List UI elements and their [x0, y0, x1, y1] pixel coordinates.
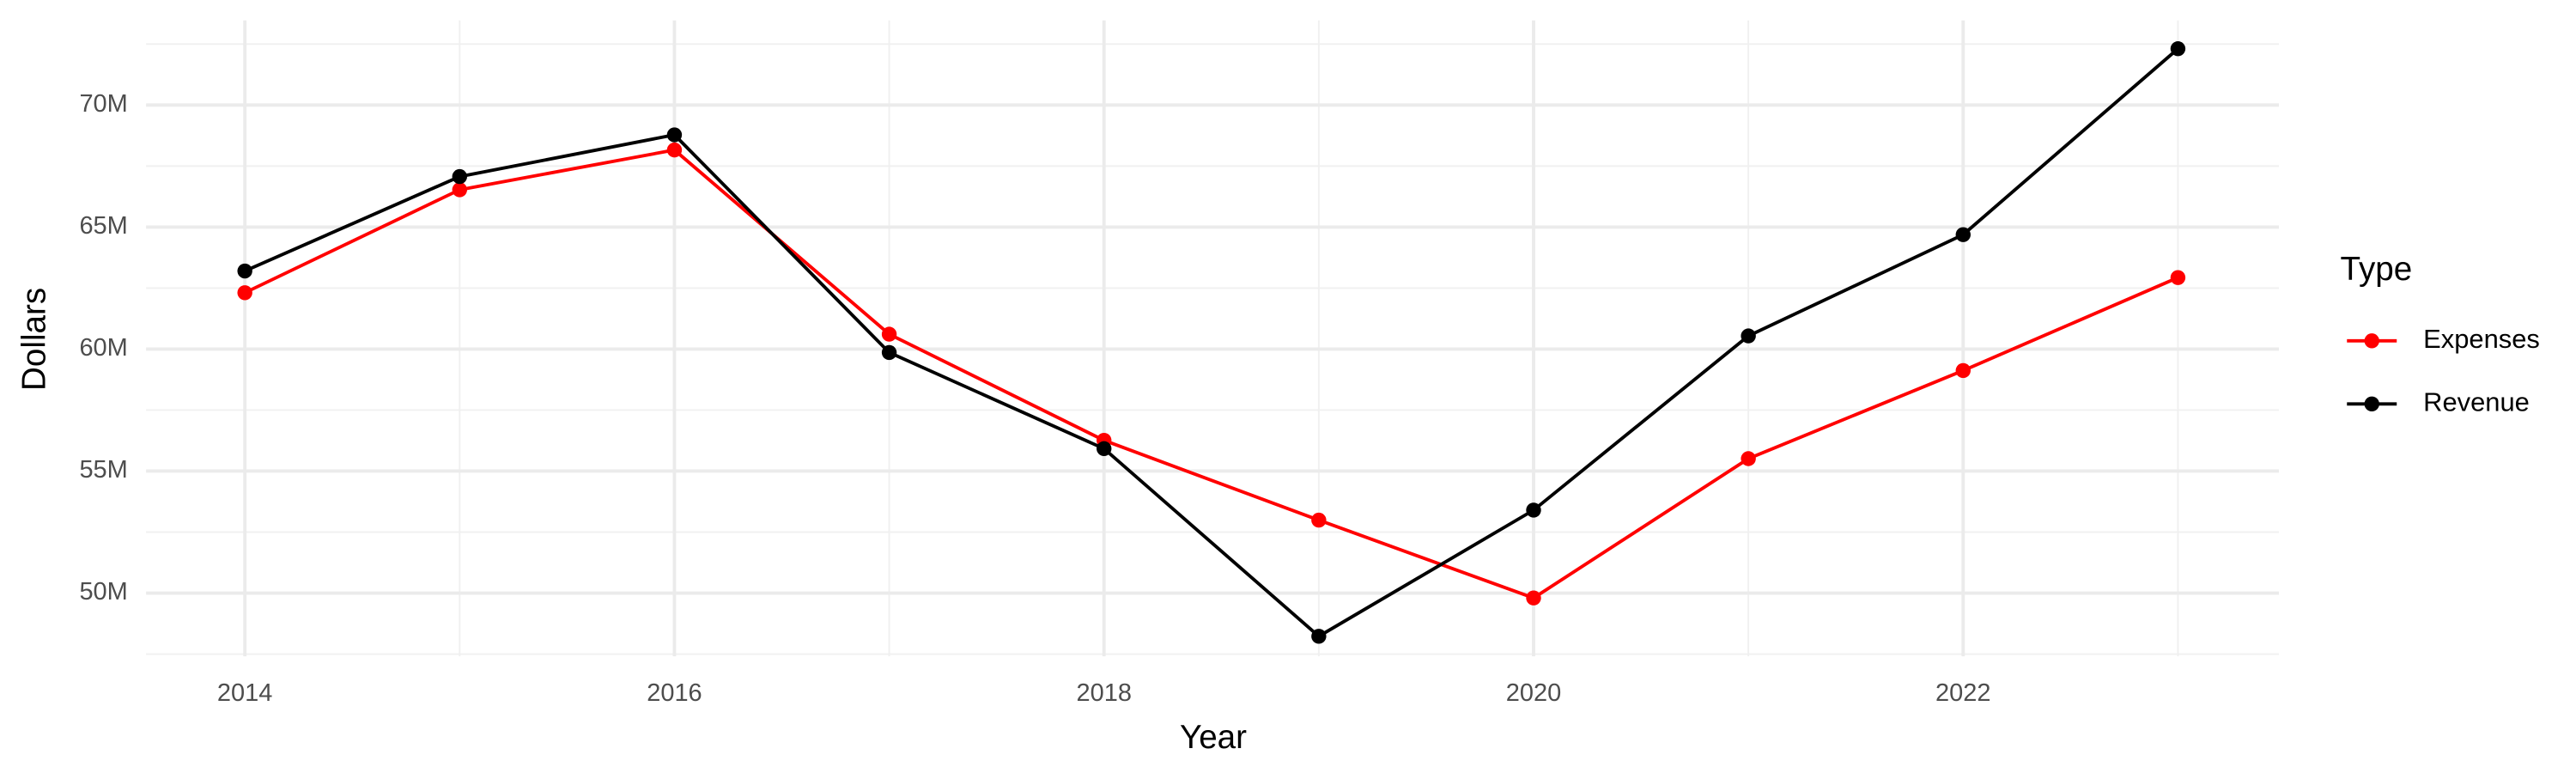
data-point: [2170, 41, 2186, 57]
x-tick-label: 2018: [1076, 679, 1131, 707]
y-tick-label: 70M: [79, 90, 127, 118]
y-axis-title: Dollars: [16, 288, 53, 391]
data-point: [881, 326, 897, 342]
x-tick-label: 2014: [217, 679, 272, 707]
data-point: [452, 168, 468, 185]
y-tick-label: 65M: [79, 212, 127, 240]
data-point: [1955, 227, 1971, 242]
data-point: [2170, 270, 2186, 285]
data-point: [1311, 512, 1327, 528]
y-tick-label: 50M: [79, 578, 127, 606]
x-axis-title: Year: [1180, 719, 1247, 756]
data-point: [881, 344, 897, 361]
legend-key-point: [2364, 333, 2379, 349]
data-point: [237, 285, 252, 301]
x-tick-label: 2022: [1935, 679, 1990, 707]
data-point: [666, 127, 683, 143]
data-point: [1097, 441, 1112, 457]
data-point: [1526, 590, 1541, 606]
x-tick-label: 2016: [647, 679, 702, 707]
legend-title: Type: [2341, 251, 2413, 288]
y-tick-label: 55M: [79, 456, 127, 484]
legend-label: Expenses: [2423, 324, 2540, 354]
data-point: [666, 142, 683, 158]
data-point: [237, 263, 252, 279]
legend-key-point: [2364, 396, 2379, 411]
series-line: [244, 148, 2179, 600]
data-point: [1526, 502, 1541, 518]
y-tick-label: 60M: [79, 334, 127, 362]
data-point: [452, 182, 468, 198]
data-point: [1741, 328, 1756, 344]
data-point: [1311, 629, 1327, 644]
x-tick-label: 2020: [1506, 679, 1561, 707]
data-point: [1741, 451, 1756, 466]
series-line: [244, 47, 2179, 639]
data-point: [1955, 362, 1971, 379]
legend-label: Revenue: [2423, 386, 2530, 417]
